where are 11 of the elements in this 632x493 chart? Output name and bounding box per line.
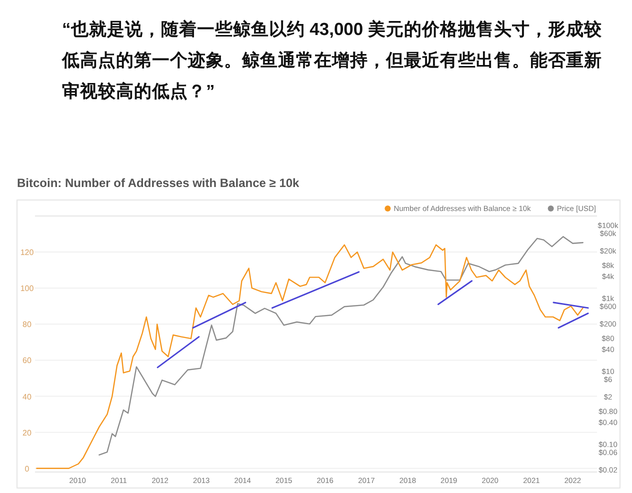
y-tick-label: 60 [22,356,32,366]
y-tick-label: 100 [20,284,34,294]
y-tick-label: 20 [22,428,32,438]
chart-title: Bitcoin: Number of Addresses with Balance ≥ 10k [17,176,300,190]
y-tick-label: 0 [24,464,30,474]
line-series [36,244,584,469]
y-tick-label: 80 [22,320,32,330]
y-tick-label: 120 [20,248,34,258]
text: “也就是说，随着一些鲸鱼以约 43,000 美元的价格抛售头寸，形成较低高点的第一个迹象。鲸鱼通常在增持，但最近有些出售。能否重新审视较高的低点？” [62,18,603,103]
y-tick-label: 40 [22,392,32,402]
line-series [98,236,584,456]
